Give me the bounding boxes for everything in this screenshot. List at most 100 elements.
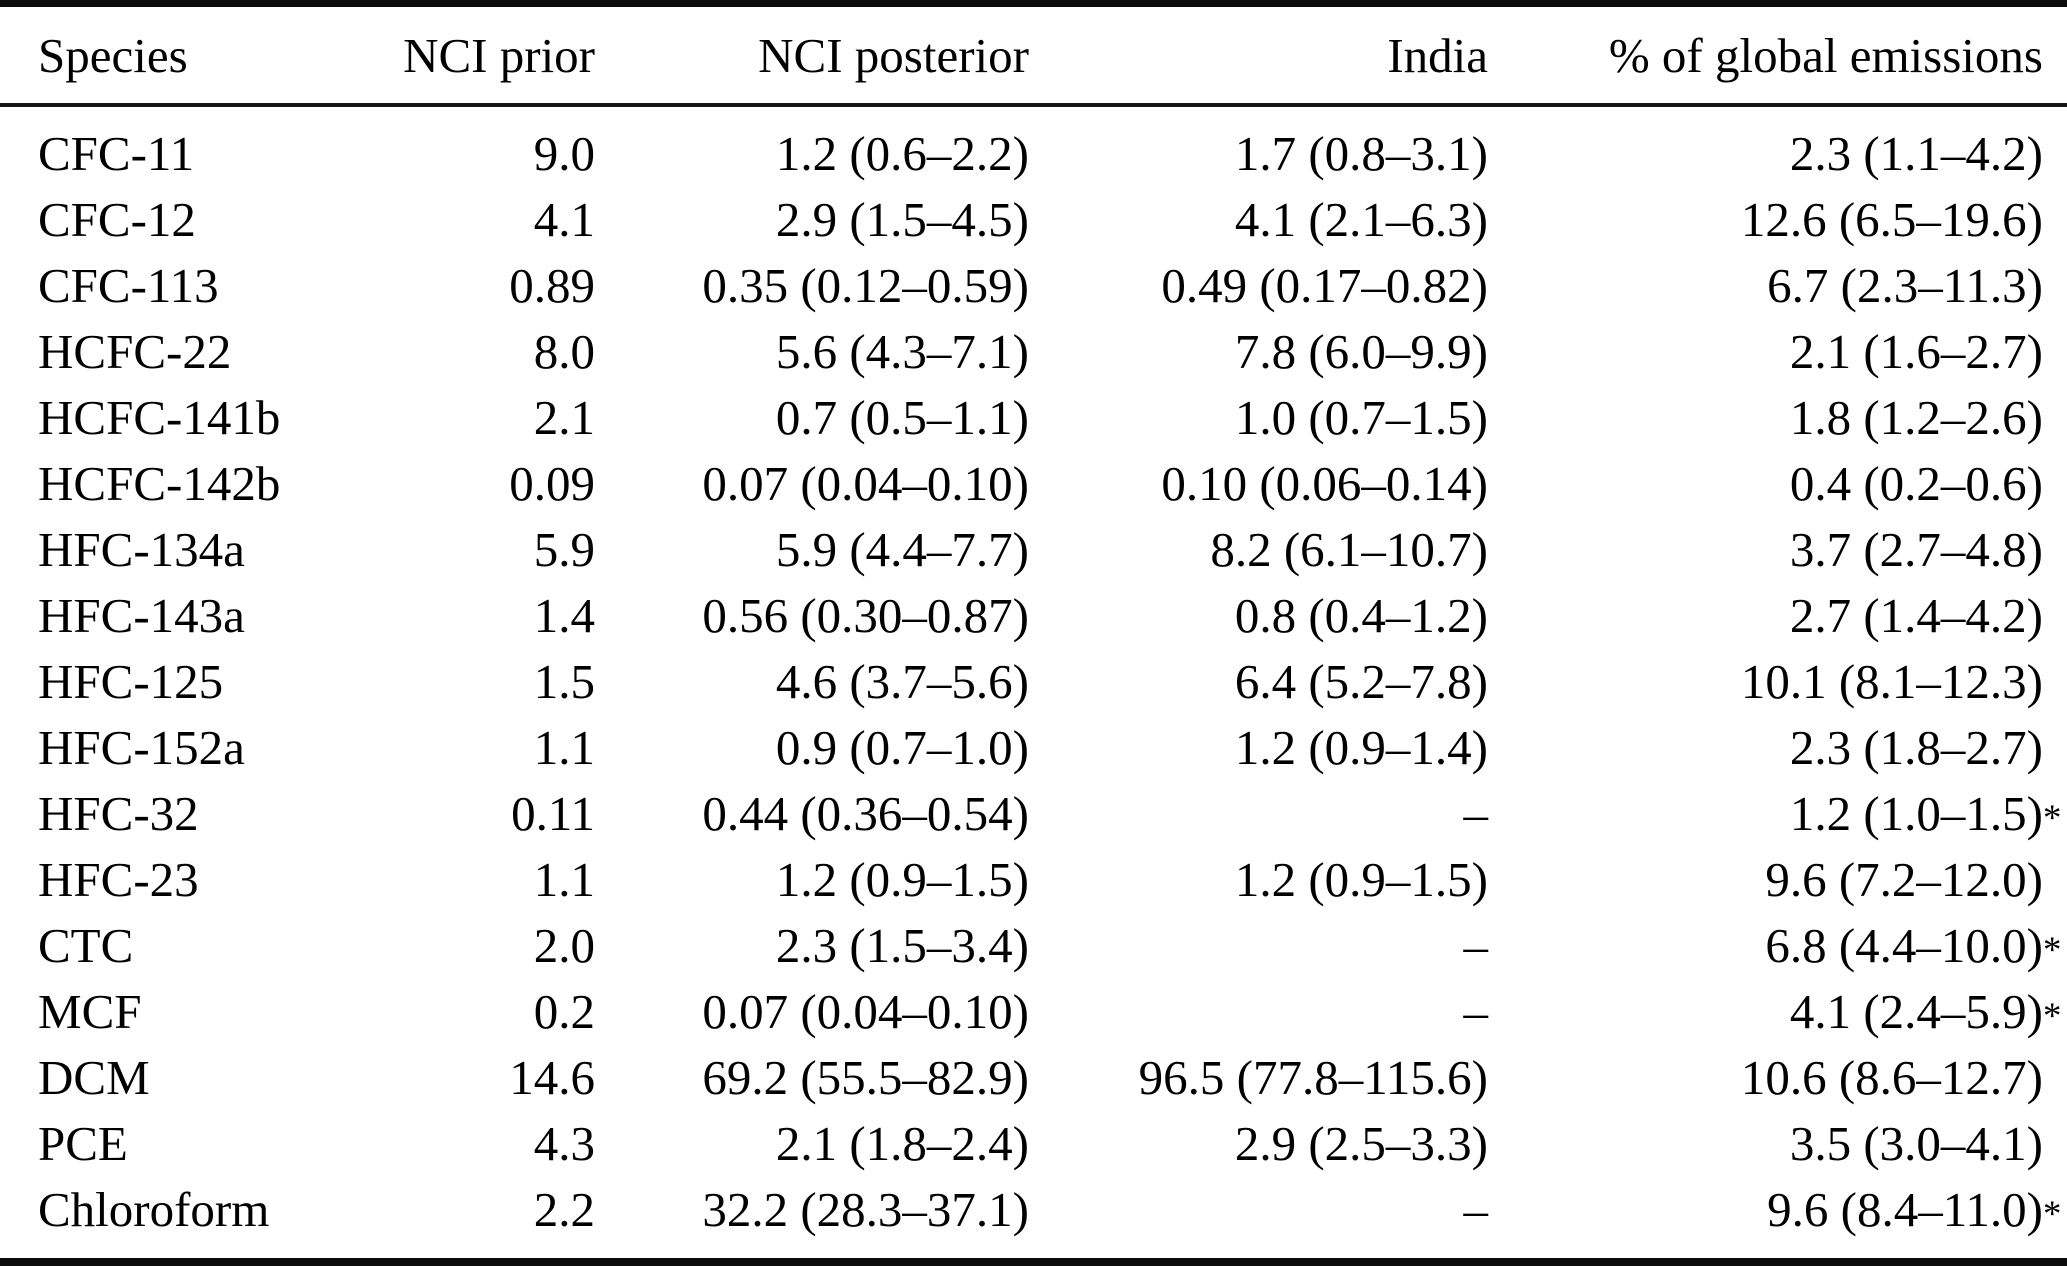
cell-nci-posterior: 0.9 (0.7–1.0)	[775, 720, 1029, 775]
table-row: HCFC-142b 0.09 0.07 (0.04–0.10) 0.10 (0.…	[0, 451, 2067, 517]
cell-species: Chloroform	[38, 1182, 270, 1237]
cell-nci-prior: 2.1	[533, 390, 595, 445]
cell-nci-prior: 9.0	[533, 126, 595, 181]
cell-pct-global: 2.3 (1.8–2.7)	[1789, 720, 2043, 775]
table-row: HFC-23 1.1 1.2 (0.9–1.5) 1.2 (0.9–1.5) 9…	[0, 847, 2067, 913]
cell-india: 1.2 (0.9–1.4)	[1234, 720, 1488, 775]
cell-india: 2.9 (2.5–3.3)	[1234, 1116, 1488, 1171]
cell-nci-prior: 5.9	[533, 522, 595, 577]
cell-pct-global: 1.8 (1.2–2.6)	[1789, 390, 2043, 445]
cell-nci-posterior: 69.2 (55.5–82.9)	[702, 1050, 1029, 1105]
cell-nci-posterior: 2.3 (1.5–3.4)	[775, 918, 1029, 973]
header-pct-global: % of global emissions	[1488, 7, 2067, 107]
cell-nci-posterior: 2.1 (1.8–2.4)	[775, 1116, 1029, 1171]
table-row: DCM 14.6 69.2 (55.5–82.9) 96.5 (77.8–115…	[0, 1045, 2067, 1111]
table-row: HFC-125 1.5 4.6 (3.7–5.6) 6.4 (5.2–7.8) …	[0, 649, 2067, 715]
cell-species: HFC-134a	[38, 522, 245, 577]
cell-nci-posterior: 32.2 (28.3–37.1)	[702, 1182, 1029, 1237]
cell-species: MCF	[38, 984, 142, 1039]
cell-india: 1.7 (0.8–3.1)	[1234, 126, 1488, 181]
cell-species: HCFC-22	[38, 324, 232, 379]
cell-nci-prior: 0.2	[533, 984, 595, 1039]
cell-nci-posterior: 0.44 (0.36–0.54)	[702, 786, 1029, 841]
table-row: MCF 0.2 0.07 (0.04–0.10) – 4.1 (2.4–5.9)…	[0, 979, 2067, 1045]
header-nci-posterior: NCI posterior	[595, 7, 1029, 107]
cell-india: 1.0 (0.7–1.5)	[1234, 390, 1488, 445]
cell-india: 8.2 (6.1–10.7)	[1210, 522, 1488, 577]
cell-nci-posterior: 5.6 (4.3–7.1)	[775, 324, 1029, 379]
table-row: PCE 4.3 2.1 (1.8–2.4) 2.9 (2.5–3.3) 3.5 …	[0, 1111, 2067, 1177]
cell-pct-global: 0.4 (0.2–0.6)	[1789, 456, 2043, 511]
cell-india: –	[1463, 1182, 1489, 1237]
table-row: CFC-11 9.0 1.2 (0.6–2.2) 1.7 (0.8–3.1) 2…	[0, 105, 2067, 187]
cell-nci-posterior: 0.07 (0.04–0.10)	[702, 456, 1029, 511]
cell-species: HFC-32	[38, 786, 199, 841]
cell-pct-global: 6.7 (2.3–11.3)	[1767, 258, 2043, 313]
cell-pct-global: 4.1 (2.4–5.9)*	[1789, 984, 2062, 1039]
cell-nci-prior: 1.1	[533, 720, 595, 775]
header-species: Species	[0, 7, 340, 107]
cell-species: CTC	[38, 918, 134, 973]
cell-nci-prior: 14.6	[509, 1050, 595, 1105]
cell-nci-posterior: 1.2 (0.9–1.5)	[775, 852, 1029, 907]
cell-pct-global: 9.6 (7.2–12.0)	[1765, 852, 2043, 907]
table-row: Chloroform 2.2 32.2 (28.3–37.1) – 9.6 (8…	[0, 1177, 2067, 1243]
table-body: CFC-11 9.0 1.2 (0.6–2.2) 1.7 (0.8–3.1) 2…	[0, 105, 2067, 1243]
cell-nci-prior: 1.5	[533, 654, 595, 709]
table-row: CTC 2.0 2.3 (1.5–3.4) – 6.8 (4.4–10.0)*	[0, 913, 2067, 979]
cell-pct-global: 3.7 (2.7–4.8)	[1789, 522, 2043, 577]
cell-nci-prior: 0.11	[511, 786, 595, 841]
table-row: HFC-134a 5.9 5.9 (4.4–7.7) 8.2 (6.1–10.7…	[0, 517, 2067, 583]
table-row: HFC-152a 1.1 0.9 (0.7–1.0) 1.2 (0.9–1.4)…	[0, 715, 2067, 781]
cell-pct-global: 9.6 (8.4–11.0)*	[1767, 1182, 2062, 1237]
cell-india: –	[1463, 786, 1489, 841]
cell-species: HFC-23	[38, 852, 199, 907]
table-row: CFC-12 4.1 2.9 (1.5–4.5) 4.1 (2.1–6.3) 1…	[0, 187, 2067, 253]
table-row: HFC-32 0.11 0.44 (0.36–0.54) – 1.2 (1.0–…	[0, 781, 2067, 847]
table-header: Species NCI prior NCI posterior India % …	[0, 7, 2067, 107]
cell-nci-posterior: 0.56 (0.30–0.87)	[702, 588, 1029, 643]
cell-species: HFC-152a	[38, 720, 245, 775]
table-bottom-rule	[0, 1258, 2067, 1266]
header-row: Species NCI prior NCI posterior India % …	[0, 7, 2067, 107]
cell-pct-global: 1.2 (1.0–1.5)*	[1789, 786, 2062, 841]
cell-nci-posterior: 4.6 (3.7–5.6)	[775, 654, 1029, 709]
table-top-rule	[0, 0, 2067, 7]
cell-pct-global: 2.3 (1.1–4.2)	[1789, 126, 2043, 181]
header-nci-prior: NCI prior	[340, 7, 595, 107]
cell-species: CFC-113	[38, 258, 219, 313]
cell-species: HFC-125	[38, 654, 224, 709]
cell-india: 7.8 (6.0–9.9)	[1234, 324, 1488, 379]
cell-india: 6.4 (5.2–7.8)	[1234, 654, 1488, 709]
cell-india: –	[1463, 918, 1489, 973]
cell-nci-posterior: 0.35 (0.12–0.59)	[702, 258, 1029, 313]
cell-india: 96.5 (77.8–115.6)	[1138, 1050, 1488, 1105]
cell-species: DCM	[38, 1050, 150, 1105]
cell-india: 0.49 (0.17–0.82)	[1161, 258, 1488, 313]
cell-nci-prior: 2.2	[533, 1182, 595, 1237]
header-india: India	[1029, 7, 1488, 107]
cell-nci-prior: 1.1	[533, 852, 595, 907]
cell-species: CFC-12	[38, 192, 196, 247]
cell-nci-prior: 4.3	[533, 1116, 595, 1171]
cell-india: 0.10 (0.06–0.14)	[1161, 456, 1488, 511]
cell-pct-global: 2.1 (1.6–2.7)	[1789, 324, 2043, 379]
cell-nci-posterior: 0.07 (0.04–0.10)	[702, 984, 1029, 1039]
cell-pct-global: 3.5 (3.0–4.1)	[1789, 1116, 2043, 1171]
cell-india: 4.1 (2.1–6.3)	[1234, 192, 1488, 247]
table-row: HCFC-22 8.0 5.6 (4.3–7.1) 7.8 (6.0–9.9) …	[0, 319, 2067, 385]
cell-pct-global: 2.7 (1.4–4.2)	[1789, 588, 2043, 643]
cell-species: HCFC-142b	[38, 456, 281, 511]
cell-pct-global: 10.6 (8.6–12.7)	[1740, 1050, 2043, 1105]
cell-species: CFC-11	[38, 126, 195, 181]
cell-india: 1.2 (0.9–1.5)	[1234, 852, 1488, 907]
cell-species: HFC-143a	[38, 588, 245, 643]
cell-pct-global: 12.6 (6.5–19.6)	[1740, 192, 2043, 247]
cell-pct-global: 6.8 (4.4–10.0)*	[1765, 918, 2062, 973]
cell-species: HCFC-141b	[38, 390, 281, 445]
cell-species: PCE	[38, 1116, 128, 1171]
cell-nci-posterior: 1.2 (0.6–2.2)	[775, 126, 1029, 181]
cell-nci-prior: 0.89	[509, 258, 595, 313]
cell-india: 0.8 (0.4–1.2)	[1234, 588, 1488, 643]
